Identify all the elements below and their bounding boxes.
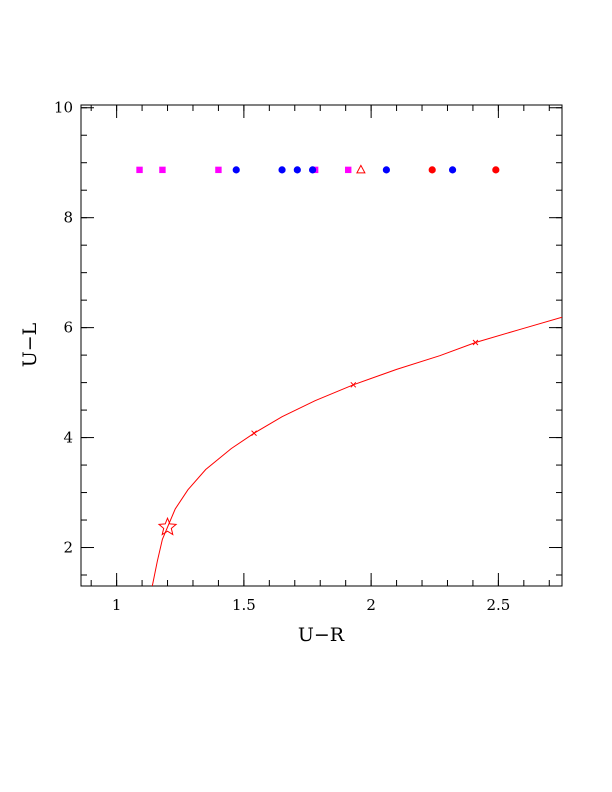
- x-axis-title: U−R: [298, 624, 345, 646]
- circle-marker: [428, 166, 436, 174]
- minor-ticks: [81, 105, 562, 586]
- fit-curve: [151, 316, 562, 586]
- y-tick-label: 2: [63, 539, 73, 557]
- circle-marker: [308, 166, 317, 174]
- y-axis-title: U−L: [19, 322, 41, 367]
- curve-cross-marker: [472, 339, 479, 346]
- major-ticks: [81, 105, 562, 586]
- x-tick-label: 1.5: [232, 596, 256, 614]
- plot-frame: [80, 104, 563, 587]
- circle-marker: [492, 166, 500, 174]
- square-marker: [345, 166, 352, 174]
- y-tick-label: 4: [63, 429, 73, 447]
- y-tick-label: 10: [54, 99, 73, 117]
- circle-marker: [448, 166, 457, 174]
- x-tick-label: 1: [112, 596, 122, 614]
- curve-cross-marker: [251, 430, 257, 437]
- y-tick-labels: 2 4 6 8 10: [54, 99, 73, 557]
- square-marker: [215, 166, 222, 174]
- circle-marker: [382, 166, 390, 174]
- y-tick-label: 6: [63, 319, 73, 337]
- x-tick-label: 2: [366, 596, 376, 614]
- star-marker: [157, 516, 178, 536]
- y-tick-label: 8: [63, 209, 73, 227]
- square-marker: [136, 166, 143, 174]
- x-tick-labels: 1 1.5 2 2.5: [112, 596, 510, 614]
- curve-cross-marker: [350, 381, 357, 388]
- x-tick-label: 2.5: [486, 596, 510, 614]
- data-points: [136, 164, 500, 174]
- curve-markers: [157, 339, 479, 536]
- circle-marker: [232, 166, 240, 174]
- circle-marker: [278, 166, 286, 174]
- triangle-marker: [356, 164, 366, 174]
- square-marker: [159, 166, 166, 174]
- circle-marker: [293, 166, 301, 174]
